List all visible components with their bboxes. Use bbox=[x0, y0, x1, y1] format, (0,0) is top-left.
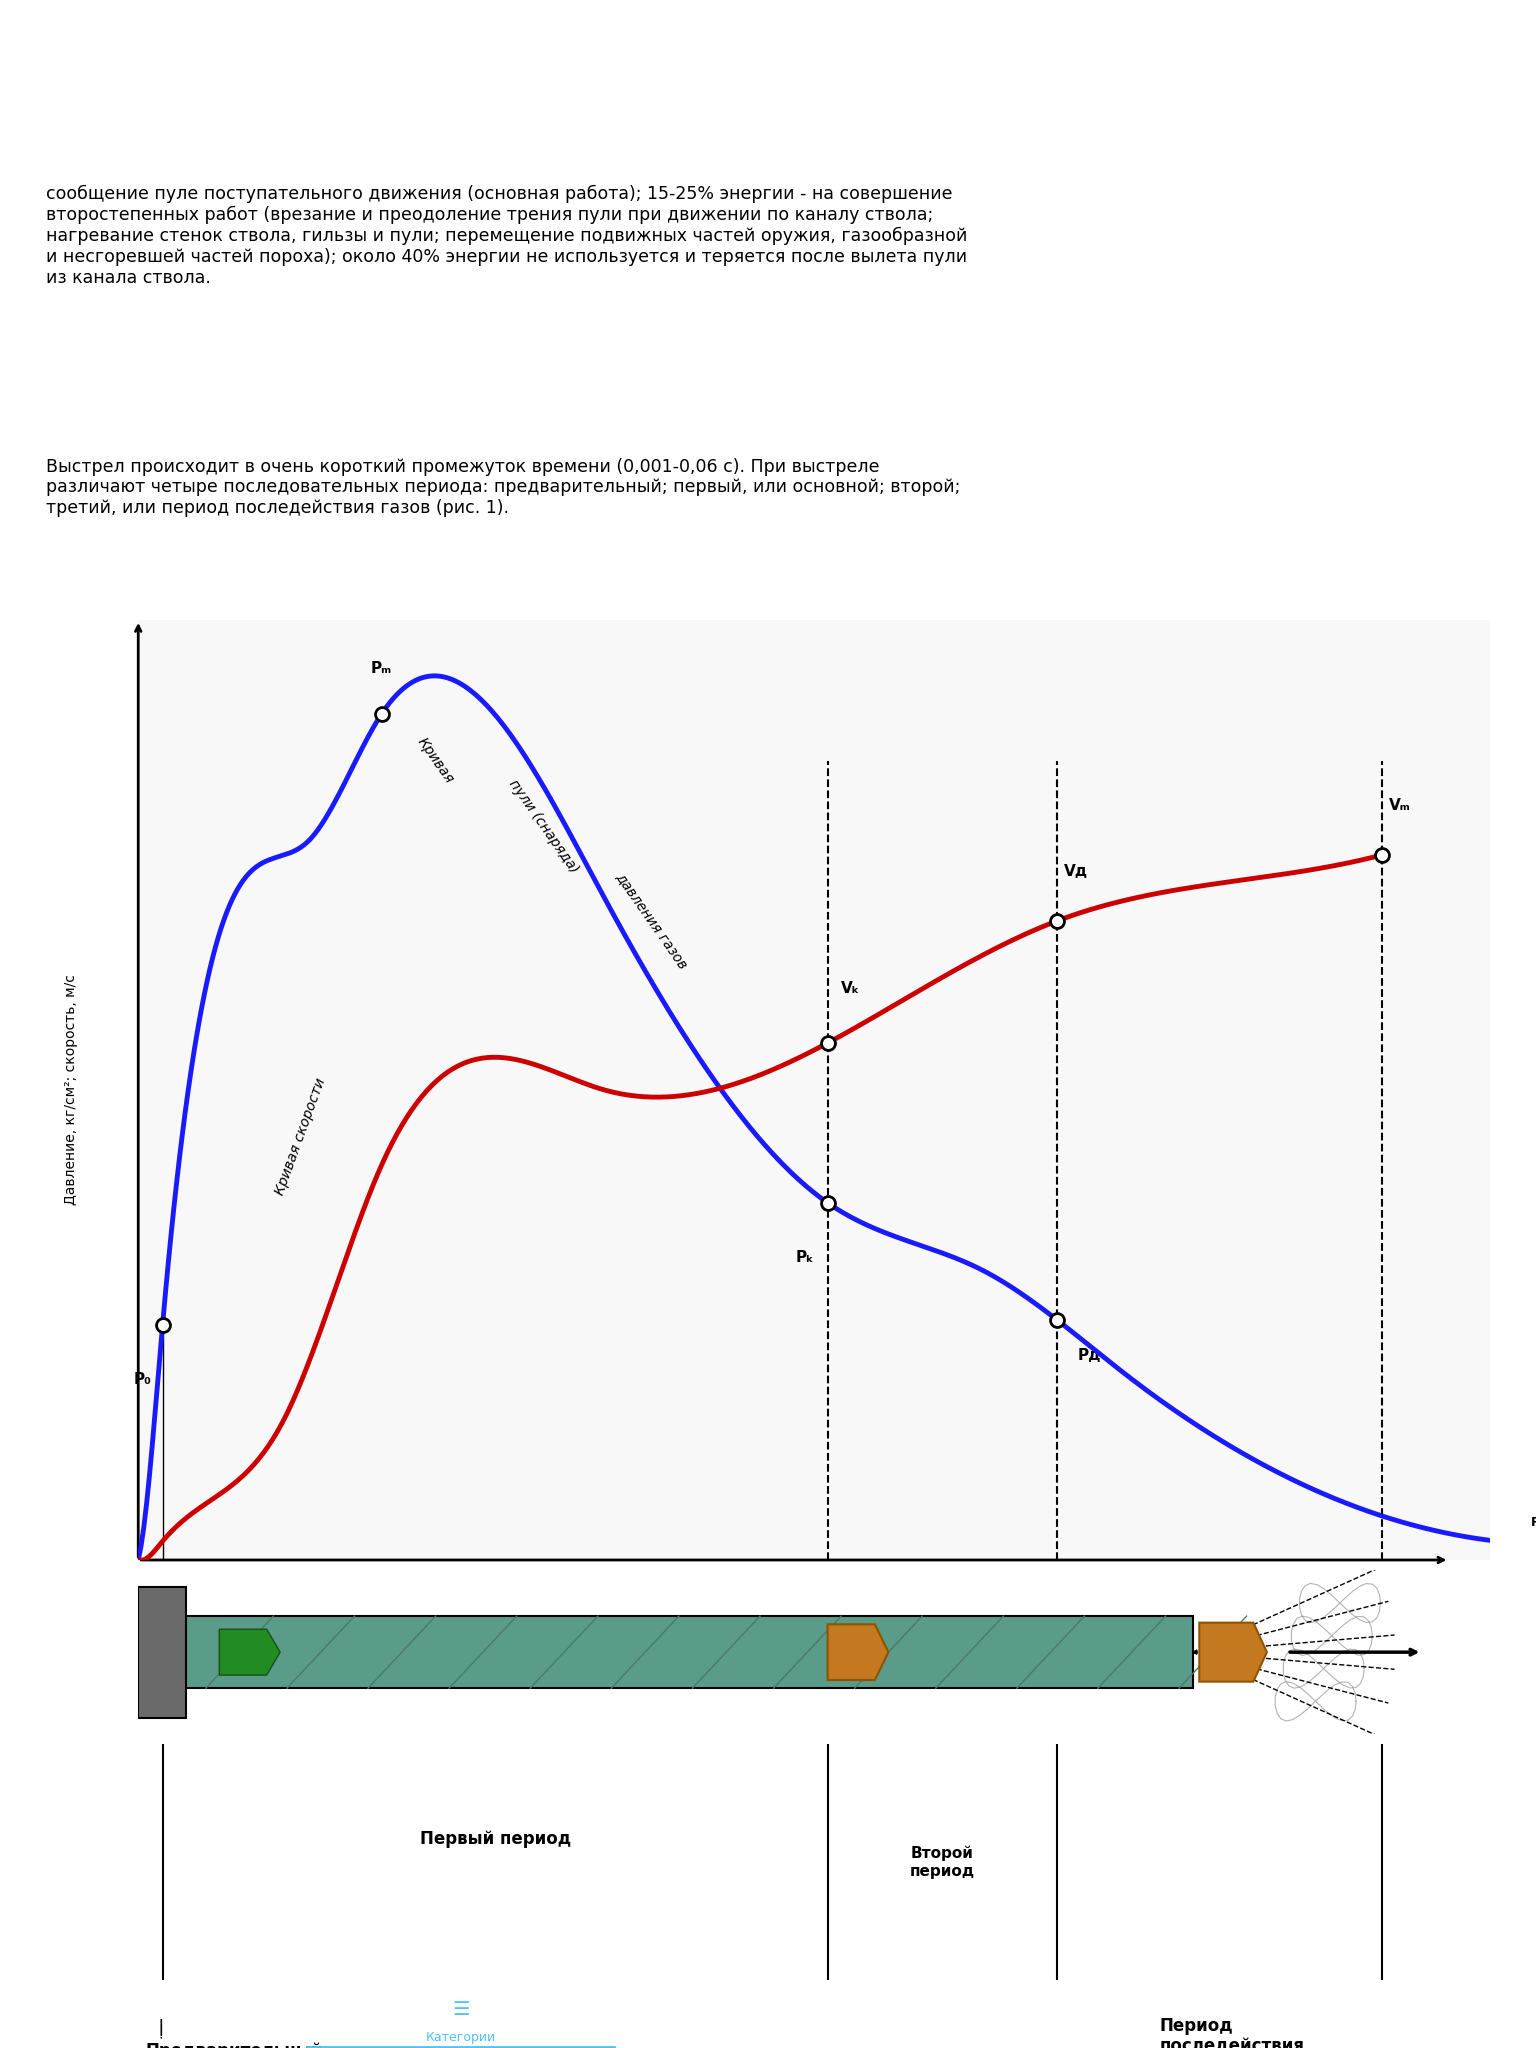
Text: Vₘ: Vₘ bbox=[1389, 799, 1410, 813]
Text: давления газов: давления газов bbox=[613, 870, 690, 971]
Text: Период
последействия
газов: Период последействия газов bbox=[1160, 2017, 1304, 2048]
Text: Vₖ: Vₖ bbox=[842, 981, 860, 995]
Text: ⊞: ⊞ bbox=[1068, 2001, 1083, 2019]
Polygon shape bbox=[220, 1630, 280, 1675]
Polygon shape bbox=[1200, 1622, 1267, 1681]
Text: Конвертор: Конвертор bbox=[1347, 2030, 1418, 2044]
Text: Давление, кг/см²; скорость, м/с: Давление, кг/см²; скорость, м/с bbox=[63, 975, 78, 1206]
Text: ⌂: ⌂ bbox=[147, 2001, 160, 2019]
Text: Кривая скорости: Кривая скорости bbox=[273, 1077, 329, 1198]
Polygon shape bbox=[138, 1587, 186, 1718]
Text: Сведения из внутренней и внешней баллистики: Сведения из внутренней и внешней баллист… bbox=[456, 82, 1080, 102]
Text: Pₖ: Pₖ bbox=[796, 1249, 814, 1266]
Text: Первый период: Первый период bbox=[419, 1829, 571, 1847]
Text: Vд: Vд bbox=[1064, 864, 1089, 879]
Text: Путь пули (снаряда): Путь пули (снаряда) bbox=[716, 1645, 912, 1663]
Text: Калькулятор: Калькулятор bbox=[1032, 2030, 1118, 2044]
Polygon shape bbox=[828, 1624, 888, 1679]
Text: ♡: ♡ bbox=[759, 2001, 777, 2019]
Text: сообщение пуле поступательного движения (основная работа); 15-25% энергии - на с: сообщение пуле поступательного движения … bbox=[46, 184, 968, 287]
Text: Pₘ: Pₘ bbox=[370, 662, 392, 676]
Text: ←: ← bbox=[123, 78, 149, 106]
Text: P₀: P₀ bbox=[134, 1372, 151, 1386]
Text: Главная: Главная bbox=[126, 2030, 181, 2044]
Text: пули (снаряда): пули (снаряда) bbox=[507, 778, 581, 877]
Text: Pд: Pд bbox=[1078, 1348, 1101, 1364]
Text: ⇄: ⇄ bbox=[1375, 2001, 1390, 2019]
Text: Предварительный
период: Предварительный период bbox=[146, 2042, 323, 2048]
Text: Второй
период: Второй период bbox=[909, 1845, 975, 1878]
Text: Избранное: Избранное bbox=[733, 2030, 803, 2044]
Text: |: | bbox=[157, 2019, 164, 2038]
Text: Кривая: Кривая bbox=[415, 735, 456, 786]
Text: Выстрел происходит в очень короткий промежуток времени (0,001-0,06 с). При выстр: Выстрел происходит в очень короткий пром… bbox=[46, 457, 960, 518]
Text: 34%: 34% bbox=[1195, 20, 1229, 35]
Text: Pатм: Pатм bbox=[1530, 1516, 1536, 1530]
Text: 🔍  ⋮: 🔍 ⋮ bbox=[1379, 82, 1428, 102]
Polygon shape bbox=[178, 1616, 1192, 1688]
Text: Категории: Категории bbox=[425, 2030, 496, 2044]
Text: 19:10: 19:10 bbox=[1444, 18, 1505, 37]
Text: ☰: ☰ bbox=[452, 2001, 470, 2019]
